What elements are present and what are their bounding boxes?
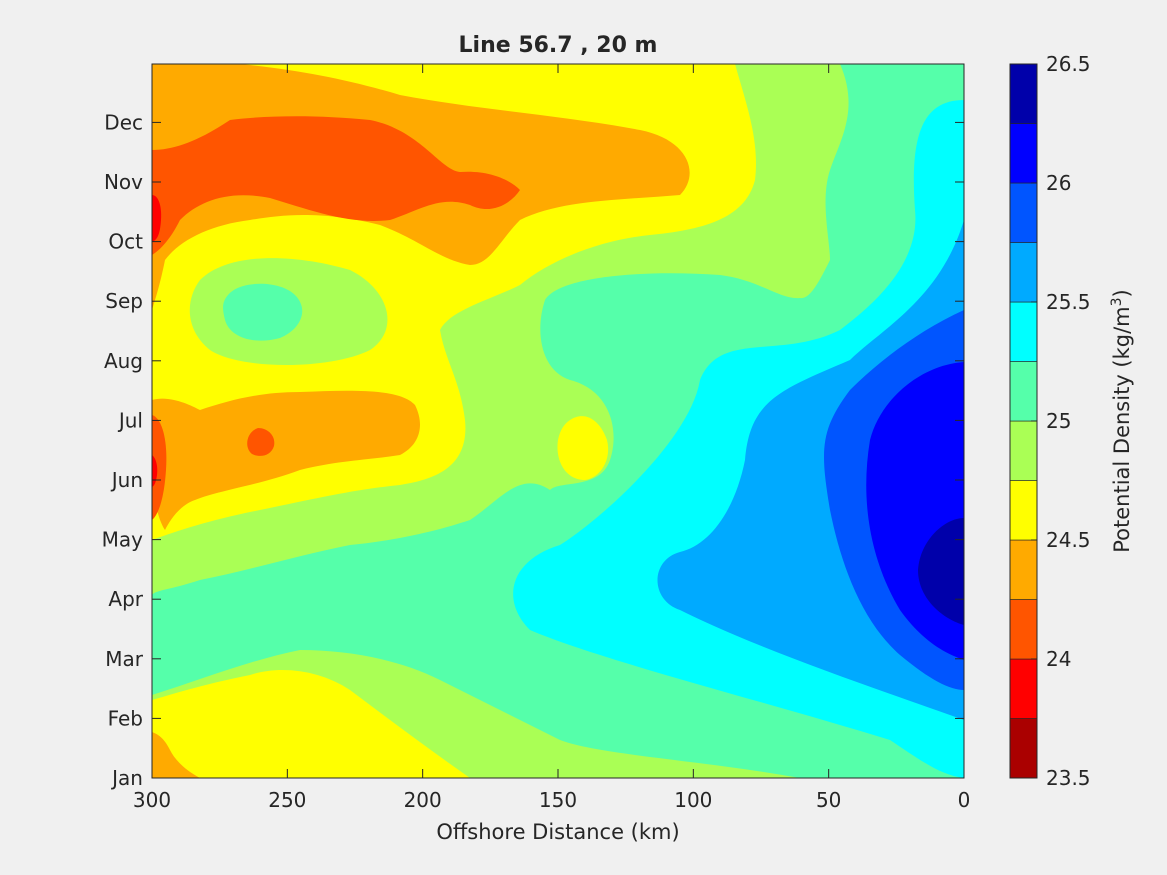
contour-level-24.5-24.75-island-jun — [557, 416, 609, 480]
contour-level-26.25-26.5 — [918, 518, 964, 625]
x-tick-label: 0 — [958, 788, 971, 812]
x-axis-label: Offshore Distance (km) — [436, 820, 679, 844]
x-tick-label: 250 — [268, 788, 306, 812]
colorbar-tick-label: 25 — [1046, 409, 1071, 433]
colorbar-swatch — [1009, 658, 1038, 719]
colorbar-swatch — [1009, 480, 1038, 541]
colorbar-tick-label: 24.5 — [1046, 528, 1091, 552]
contour-fill — [152, 64, 964, 778]
contour-level-24.5-24.75-south — [152, 670, 470, 778]
colorbar-swatch — [1009, 599, 1038, 660]
y-tick-label: Dec — [104, 110, 143, 134]
y-tick-labels: Jan Feb Mar Apr May Jun Jul Aug Sep Oct Nov Dec — [102, 110, 144, 790]
colorbar-tick-label: 25.5 — [1046, 290, 1091, 314]
colorbar-tick-marks — [1031, 63, 1037, 779]
colorbar: 23.5 24 24.5 25 25.5 26 26.5 Potential Density… — [1009, 52, 1134, 790]
y-tick-label: Jul — [117, 408, 143, 432]
colorbar-swatch — [1009, 301, 1038, 362]
contour-level-25-25.25-island-sep — [223, 283, 303, 341]
colorbar-tick-label: 26 — [1046, 171, 1071, 195]
colorbar-swatch — [1009, 361, 1038, 422]
y-tick-label: Feb — [108, 706, 143, 730]
contour-level-24-24.25-nov — [152, 116, 520, 255]
x-tick-label: 100 — [674, 788, 712, 812]
contour-level-24.25-24.5-jul — [152, 390, 420, 530]
plot-area: 300 250 200 150 100 50 0 Jan Feb Mar Apr May Jun Jul… — [102, 63, 970, 812]
colorbar-swatch — [1009, 242, 1038, 303]
colorbar-tick-label: 24 — [1046, 647, 1071, 671]
x-tick-label: 50 — [816, 788, 841, 812]
x-tick-label: 150 — [539, 788, 577, 812]
y-tick-label: Aug — [104, 349, 143, 373]
x-tick-marks — [151, 64, 965, 778]
y-tick-label: Mar — [105, 647, 144, 671]
y-tick-label: May — [102, 528, 144, 552]
colorbar-tick-labels: 23.5 24 24.5 25 25.5 26 26.5 — [1046, 52, 1091, 790]
y-tick-label: Nov — [104, 170, 143, 194]
contour-level-23.75-24-oct — [152, 195, 162, 242]
y-tick-marks — [152, 121, 964, 779]
colorbar-swatch — [1009, 420, 1038, 481]
colorbar-tick-label: 23.5 — [1046, 766, 1091, 790]
x-tick-label: 300 — [133, 788, 171, 812]
y-tick-label: Oct — [108, 230, 143, 254]
y-tick-label: Apr — [108, 587, 143, 611]
colorbar-swatch — [1009, 123, 1038, 184]
colorbar-tick-label: 26.5 — [1046, 52, 1091, 76]
chart-title: Line 56.7 , 20 m — [459, 33, 658, 58]
contour-level-24.25-24.5-south — [152, 732, 200, 778]
contour-level-24-24.25-jul-edge — [152, 415, 167, 520]
colorbar-label: Potential Density (kg/m3) — [1109, 289, 1134, 553]
y-tick-label: Sep — [105, 289, 143, 313]
contour-level-24-24.25-jul-spot — [247, 428, 275, 456]
colorbar-swatch — [1009, 182, 1038, 243]
contour-level-23.75-24-jun — [152, 455, 158, 487]
colorbar-swatch — [1009, 539, 1038, 600]
colorbar-swatch — [1009, 718, 1038, 779]
y-tick-label: Jun — [110, 468, 143, 492]
colorbar-swatch — [1009, 63, 1038, 124]
x-tick-labels: 300 250 200 150 100 50 0 — [133, 788, 970, 812]
y-tick-label: Jan — [110, 766, 143, 790]
x-tick-label: 200 — [404, 788, 442, 812]
